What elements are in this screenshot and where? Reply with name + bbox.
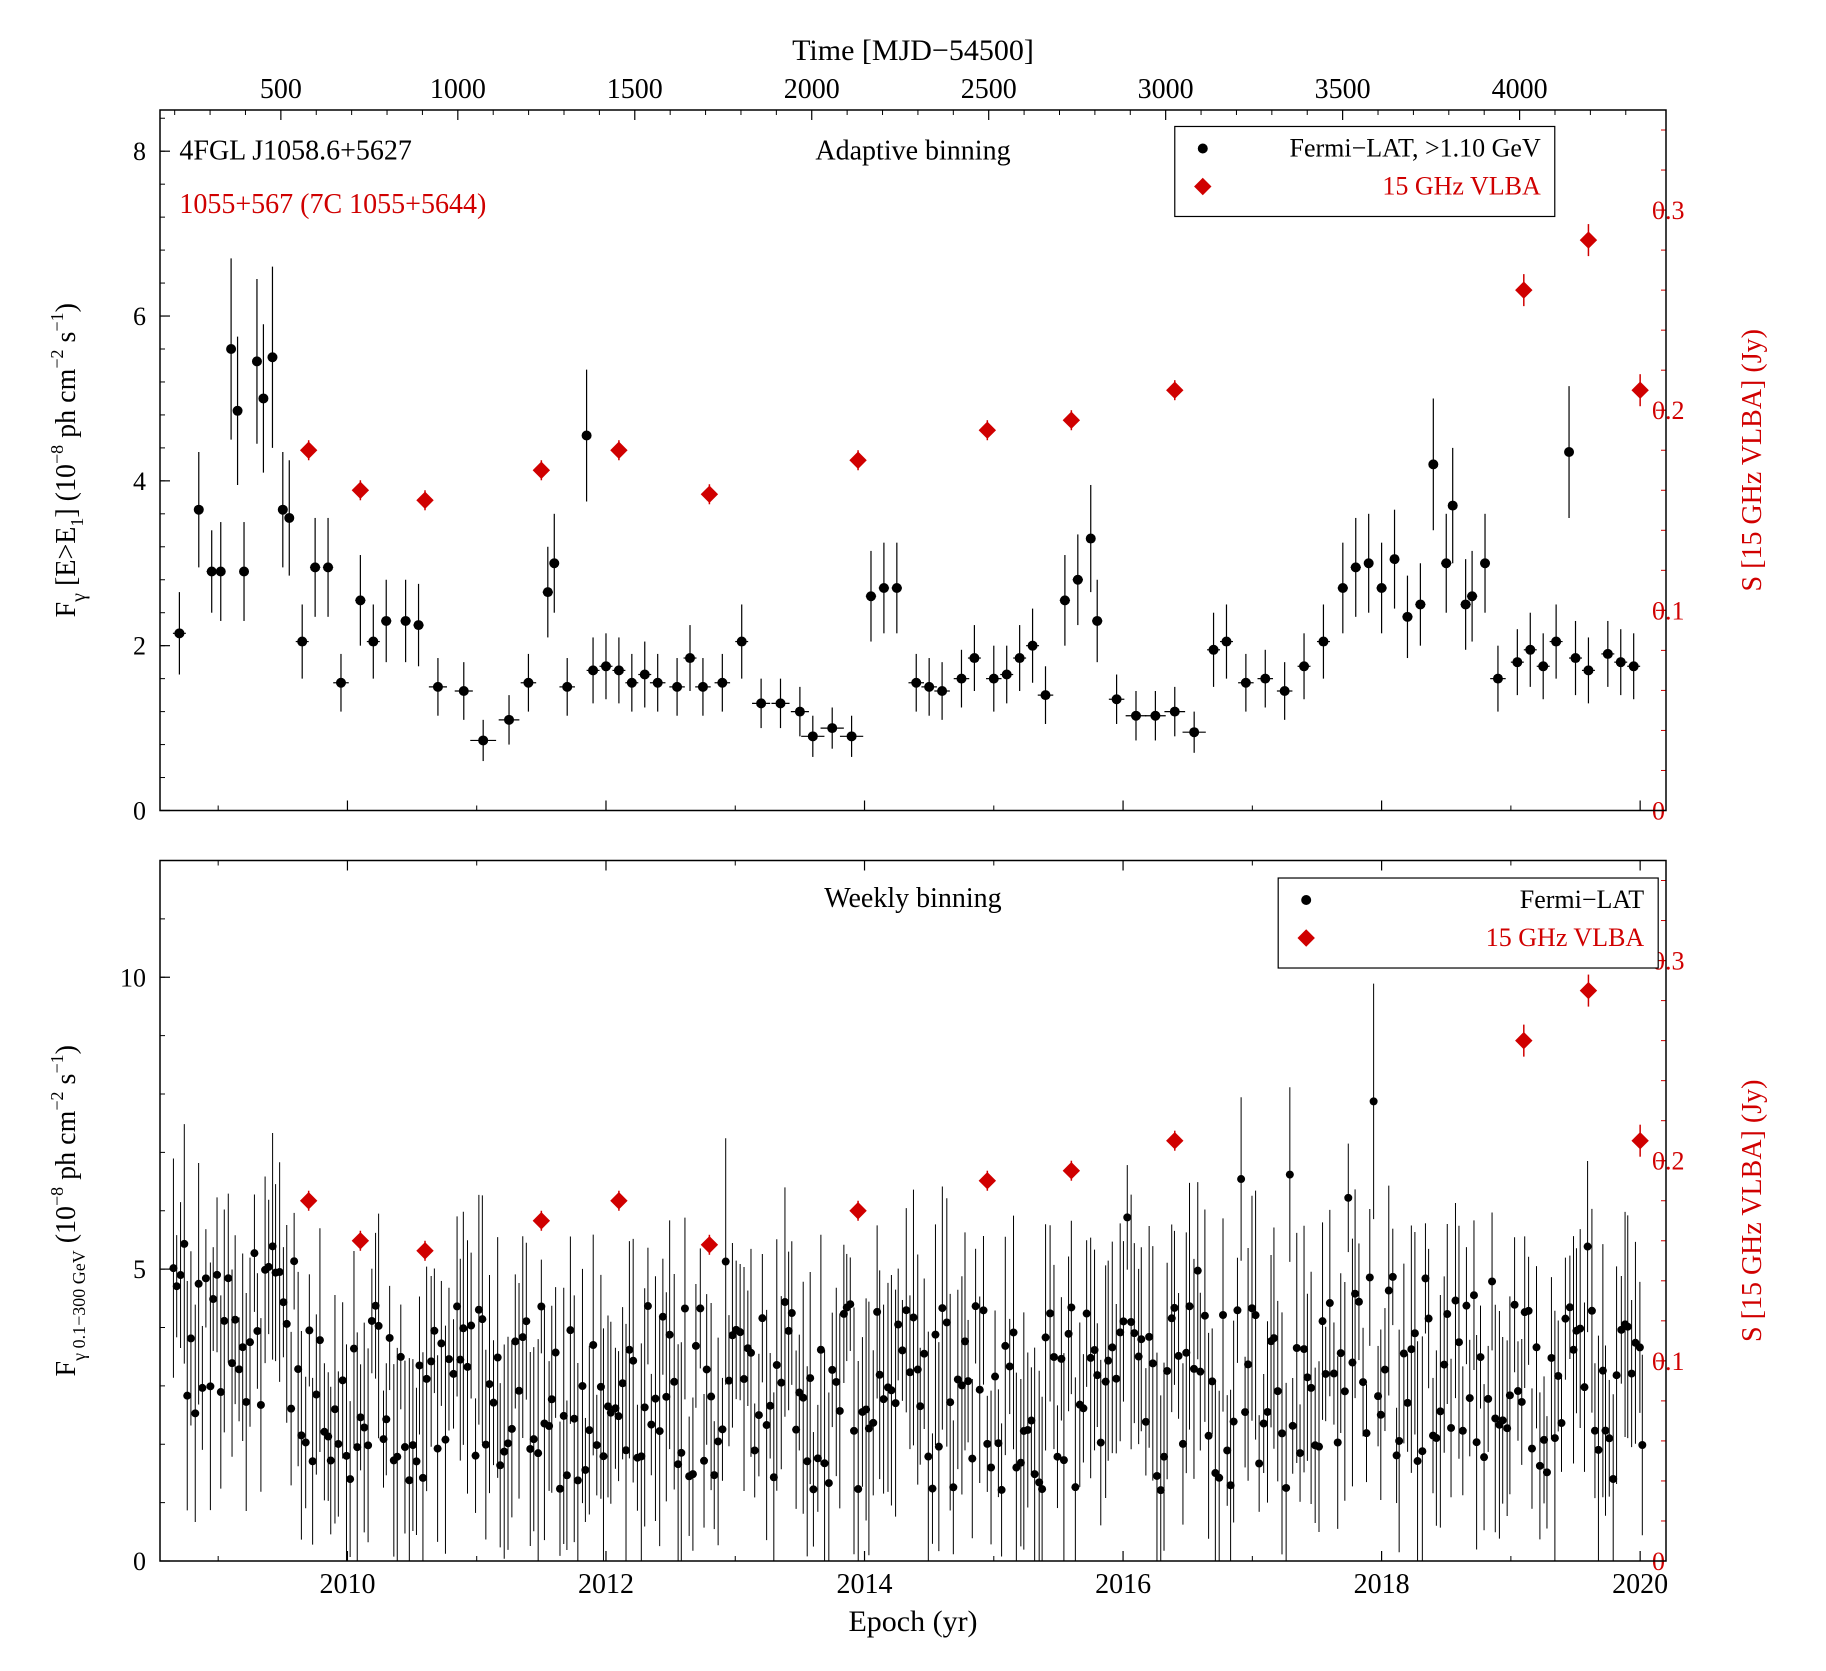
svg-text:2: 2: [133, 632, 146, 661]
svg-text:4000: 4000: [1492, 74, 1548, 105]
svg-text:0: 0: [133, 1547, 146, 1576]
svg-text:0: 0: [133, 797, 146, 826]
svg-text:0.2: 0.2: [1652, 396, 1685, 425]
svg-text:0.1: 0.1: [1652, 596, 1685, 625]
svg-text:2016: 2016: [1095, 1569, 1151, 1600]
svg-text:2000: 2000: [784, 74, 840, 105]
chart-svg: 5001000150020002500300035004000Time [MJD…: [20, 20, 1806, 1651]
svg-text:6: 6: [133, 302, 146, 331]
top-axis: 500 1000 1500 2000 2500 3000 3500 4000 Time [MJD…: [175, 34, 1626, 120]
svg-text:Fγ 0.1−300 GeV (10−8 ph cm−2 s: Fγ 0.1−300 GeV (10−8 ph cm−2 s−1): [47, 1045, 89, 1376]
panel1-annotation: 1055+567 (7C 1055+5644): [179, 189, 486, 220]
svg-text:0.3: 0.3: [1652, 196, 1685, 225]
bottom-axis-label: Epoch (yr): [848, 1605, 977, 1638]
svg-text:2500: 2500: [961, 74, 1017, 105]
panel1-annotation: 4FGL J1058.6+5627: [179, 135, 412, 166]
svg-text:4: 4: [133, 467, 146, 496]
svg-text:2018: 2018: [1354, 1569, 1410, 1600]
svg-text:0.2: 0.2: [1652, 1147, 1685, 1176]
svg-text:5: 5: [133, 1255, 146, 1284]
svg-text:Fermi−LAT, >1.10 GeV: Fermi−LAT, >1.10 GeV: [1290, 133, 1541, 162]
svg-text:3500: 3500: [1315, 74, 1371, 105]
svg-text:500: 500: [260, 74, 302, 105]
svg-text:1500: 1500: [607, 74, 663, 105]
svg-text:2012: 2012: [578, 1569, 634, 1600]
svg-text:15 GHz VLBA: 15 GHz VLBA: [1486, 923, 1645, 952]
panel2-title: Weekly binning: [824, 883, 1001, 914]
svg-text:S [15 GHz VLBA] (Jy): S [15 GHz VLBA] (Jy): [1737, 1080, 1768, 1342]
svg-text:0.1: 0.1: [1652, 1347, 1685, 1376]
svg-text:1000: 1000: [430, 74, 486, 105]
svg-text:2010: 2010: [319, 1569, 375, 1600]
panel2-data: [169, 975, 1648, 1561]
panel1-title: Adaptive binning: [815, 135, 1010, 166]
figure-container: 5001000150020002500300035004000Time [MJD…: [20, 20, 1806, 1651]
svg-text:Fermi−LAT: Fermi−LAT: [1520, 885, 1645, 914]
svg-text:S [15 GHz VLBA] (Jy): S [15 GHz VLBA] (Jy): [1737, 329, 1768, 591]
svg-text:2014: 2014: [837, 1569, 893, 1600]
svg-text:10: 10: [120, 963, 146, 992]
svg-text:3000: 3000: [1138, 74, 1194, 105]
svg-text:15 GHz VLBA: 15 GHz VLBA: [1382, 171, 1541, 200]
bottom-axis: 201020122014201620182020Epoch (yr): [218, 1551, 1668, 1638]
top-axis-label: Time [MJD−54500]: [792, 34, 1034, 67]
svg-text:Fγ [E>E1] (10−8 ph cm−2 s−1): Fγ [E>E1] (10−8 ph cm−2 s−1): [47, 303, 90, 617]
svg-text:8: 8: [133, 137, 146, 166]
panel1-data: [173, 224, 1648, 761]
